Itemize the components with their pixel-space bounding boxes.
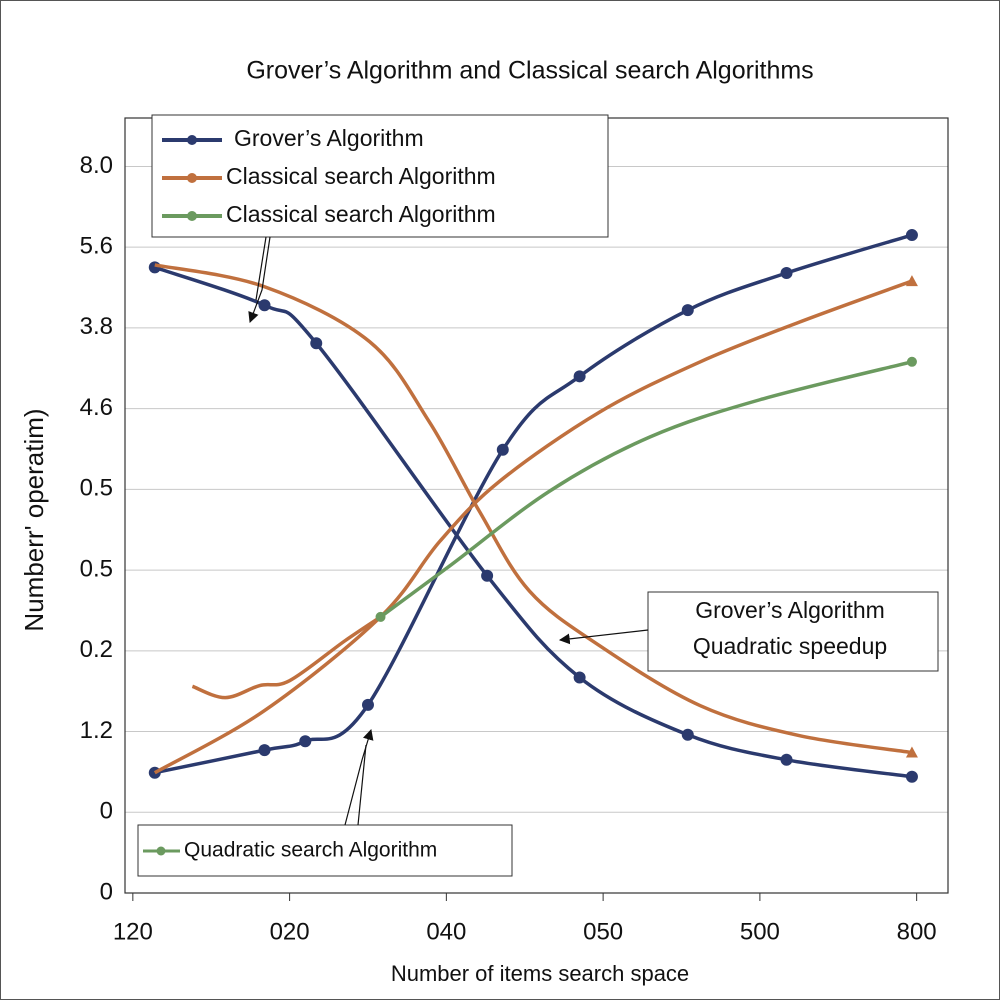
annotation-box bbox=[647, 591, 939, 672]
x-tick-label: 050 bbox=[583, 918, 623, 945]
y-tick-label: 4.6 bbox=[80, 394, 113, 421]
data-point bbox=[299, 735, 312, 748]
data-point bbox=[905, 746, 918, 758]
arrow bbox=[344, 728, 374, 826]
x-axis-label: Number of items search space bbox=[391, 961, 689, 986]
x-tick-label: 800 bbox=[897, 918, 937, 945]
legend-marker bbox=[187, 211, 197, 221]
series-line bbox=[153, 279, 913, 775]
data-point bbox=[361, 698, 374, 711]
legend-label: Classical search Algorithm bbox=[226, 201, 496, 227]
y-tick-label: 1.2 bbox=[80, 717, 113, 744]
legend-label: Classical search Algorithm bbox=[226, 163, 496, 189]
data-point bbox=[681, 728, 694, 741]
data-point bbox=[905, 229, 918, 242]
y-tick-label: 0 bbox=[100, 878, 113, 905]
data-point bbox=[906, 356, 917, 367]
data-point bbox=[780, 753, 793, 766]
y-tick-label: 0.5 bbox=[80, 475, 113, 502]
x-tick-label: 040 bbox=[426, 918, 466, 945]
arrow bbox=[357, 744, 367, 826]
x-tick-label: 020 bbox=[270, 918, 310, 945]
data-point bbox=[375, 611, 386, 622]
legend-box bbox=[137, 824, 513, 877]
legend-box bbox=[151, 114, 609, 238]
data-point bbox=[496, 443, 509, 456]
legend-marker bbox=[156, 846, 166, 856]
y-tick-label: 0.5 bbox=[80, 555, 113, 582]
series-line bbox=[191, 615, 382, 700]
legend-marker bbox=[187, 135, 197, 145]
data-point bbox=[481, 569, 494, 582]
legend-label: Grover’s Algorithm bbox=[234, 125, 424, 151]
y-tick-label: 3.8 bbox=[80, 313, 113, 340]
y-tick-label: 0 bbox=[100, 798, 113, 825]
y-tick-label: 8.0 bbox=[80, 152, 113, 179]
series-line bbox=[154, 263, 913, 755]
y-tick-label: 0.2 bbox=[80, 636, 113, 663]
legend-marker bbox=[187, 173, 197, 183]
data-point bbox=[681, 304, 694, 317]
annotation-text: Grover’s Algorithm bbox=[695, 597, 885, 623]
data-point bbox=[310, 337, 323, 350]
data-point bbox=[258, 744, 271, 757]
x-tick-label: 120 bbox=[113, 918, 153, 945]
data-point bbox=[905, 770, 918, 783]
y-axis-label: Numberr' operatim) bbox=[19, 408, 49, 631]
data-point bbox=[573, 671, 586, 684]
data-point bbox=[258, 299, 271, 312]
data-point bbox=[573, 370, 586, 383]
arrow bbox=[558, 629, 649, 645]
chart-title: Grover’s Algorithm and Classical search … bbox=[246, 57, 813, 85]
series-line bbox=[154, 265, 913, 779]
x-tick-label: 500 bbox=[740, 918, 780, 945]
series-line bbox=[379, 360, 913, 619]
data-point bbox=[780, 267, 793, 279]
y-tick-label: 5.6 bbox=[80, 233, 113, 260]
legend-label: Quadratic search Algorithm bbox=[184, 839, 437, 862]
arrow bbox=[248, 236, 271, 324]
arrow bbox=[255, 236, 267, 301]
annotation-text: Quadratic speedup bbox=[693, 633, 887, 659]
data-point bbox=[905, 275, 918, 287]
